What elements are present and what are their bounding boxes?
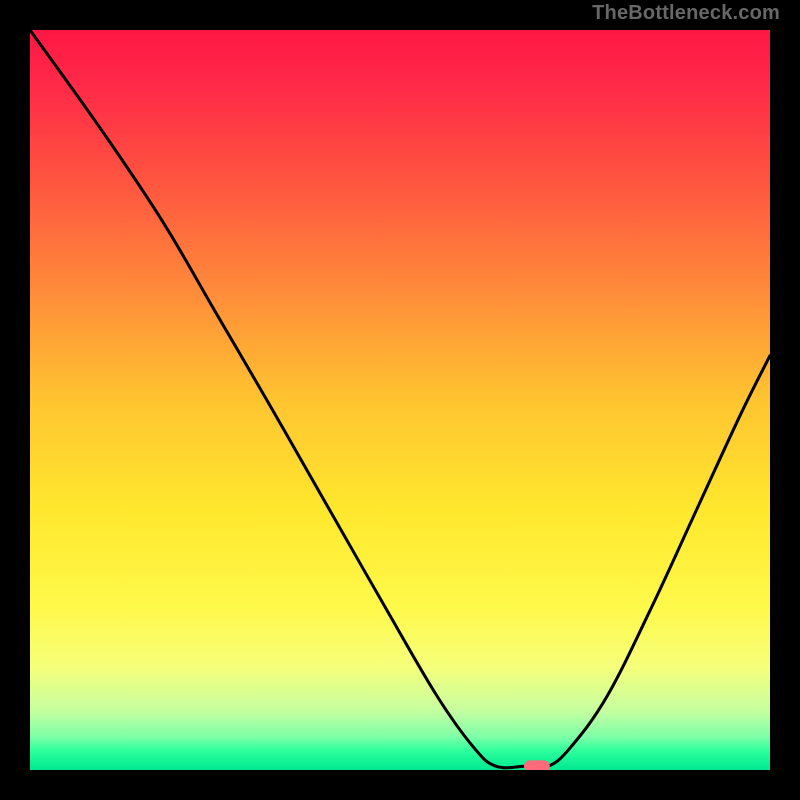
chart-background [30, 30, 770, 770]
watermark-text: TheBottleneck.com [592, 2, 780, 25]
bottleneck-chart [0, 0, 800, 800]
page-root: TheBottleneck.com [0, 0, 800, 800]
